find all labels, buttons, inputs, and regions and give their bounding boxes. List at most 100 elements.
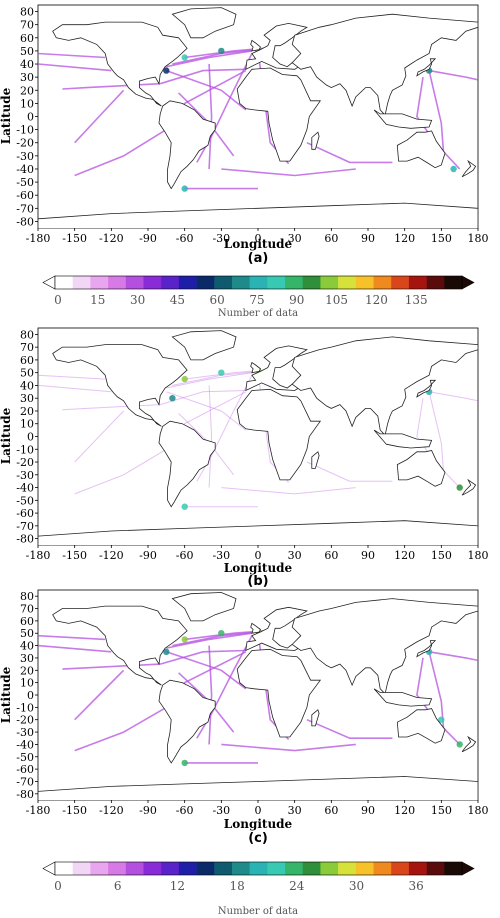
colorbar-tick-label: 0 <box>54 879 62 893</box>
density-point <box>181 759 188 767</box>
y-tick-label: -30 <box>16 469 34 482</box>
colorbar-swatch <box>408 862 427 875</box>
track-line <box>306 141 393 164</box>
coastline-south-america <box>158 100 216 190</box>
coastline-new-zealand <box>461 159 477 178</box>
colorbar-tick-label: 0 <box>54 293 62 307</box>
colorbar-swatch <box>444 276 463 289</box>
coastline-indonesia <box>373 688 433 707</box>
coastline-japan <box>416 640 437 658</box>
panel-b: -180 -150 -120 -90 -60 -30 0 30 60 90 120 150 180 80… <box>0 327 489 589</box>
colorbar-swatch <box>373 276 392 289</box>
y-tick-label: 30 <box>20 71 34 84</box>
x-tick-label: -30 <box>212 232 230 245</box>
y-tick-label: -60 <box>16 189 34 202</box>
track-line <box>416 76 461 170</box>
colorbar-tick-labels: 0 6 12 18 24 30 36 <box>54 879 424 893</box>
colorbar-swatch <box>108 862 127 875</box>
y-tick-label: 80 <box>20 6 34 19</box>
y-tick-label: 30 <box>20 652 34 665</box>
x-tick-label: 30 <box>288 232 302 245</box>
x-tick-label: 60 <box>324 804 338 817</box>
y-tick-label: -30 <box>16 726 34 739</box>
y-tick-label: 10 <box>20 677 34 690</box>
x-tick-label: -180 <box>26 804 51 817</box>
colorbar-swatch <box>426 862 445 875</box>
colorbar-swatch <box>285 862 304 875</box>
x-tick-label: -150 <box>62 549 87 562</box>
density-point <box>181 54 188 61</box>
y-tick-label: 50 <box>20 45 34 58</box>
track-line <box>166 372 252 389</box>
density-point <box>456 484 463 491</box>
colorbar-max-arrow <box>461 861 475 876</box>
coastline-asia <box>291 336 478 437</box>
track-line <box>74 669 125 721</box>
track-line <box>196 374 253 482</box>
colorbar-tick-label: 36 <box>409 879 424 893</box>
colorbar-tick-label: 30 <box>349 879 364 893</box>
track-line <box>38 63 112 72</box>
coastline-antarctica <box>38 520 478 545</box>
coastline-japan <box>416 58 437 77</box>
y-tick-label: -60 <box>16 763 34 776</box>
track-line <box>208 63 213 170</box>
y-tick-label: 20 <box>20 664 34 677</box>
x-tick-labels: -180 -150 -120 -90 -60 -30 0 30 60 90 120 150 180 <box>26 800 489 817</box>
colorbar-swatch <box>302 276 321 289</box>
y-axis-title: Latitude <box>0 666 13 723</box>
coastline-australia <box>396 708 446 744</box>
coastline-greenland <box>171 592 237 622</box>
colorbar-swatch <box>143 276 162 289</box>
y-tick-label: 0 <box>27 431 34 444</box>
x-tick-label: 150 <box>431 232 452 245</box>
x-tick-label: 0 <box>255 232 262 245</box>
colorbar-swatch <box>108 276 127 289</box>
x-tick-label: -30 <box>212 804 230 817</box>
colorbar-swatch <box>125 276 144 289</box>
colorbar-swatch <box>178 276 197 289</box>
y-tick-label: 80 <box>20 328 34 341</box>
density-point <box>181 503 188 510</box>
x-tick-label: 90 <box>361 804 375 817</box>
coastline-layer <box>38 592 478 800</box>
colorbar-swatch <box>426 276 445 289</box>
track-line <box>159 649 246 665</box>
x-tick-label: -120 <box>99 549 124 562</box>
colorbar-swatch <box>338 276 357 289</box>
density-point <box>450 165 457 173</box>
y-tick-label: 50 <box>20 367 34 380</box>
density-point <box>181 375 188 383</box>
y-tick-label: 60 <box>20 32 34 45</box>
colorbar-title: Number of data <box>218 308 298 319</box>
y-tick-label: 60 <box>20 354 34 367</box>
coastline-uk <box>250 39 261 52</box>
coastline-australia <box>396 450 446 487</box>
colorbar-swatch <box>444 862 463 875</box>
track-line <box>159 68 246 85</box>
x-tick-label: 120 <box>394 232 415 245</box>
track-line <box>166 391 247 431</box>
y-tick-label: -50 <box>16 176 34 189</box>
colorbar-frame <box>54 275 463 290</box>
track-line <box>306 461 393 482</box>
y-tick-label: 0 <box>27 111 34 124</box>
track-line <box>38 634 106 641</box>
track-line <box>208 645 213 745</box>
colorbar-swatch <box>90 862 109 875</box>
x-axis-title: Longitude <box>224 817 293 831</box>
colorbar-tick-label: 75 <box>249 293 264 307</box>
colorbar-tick-label: 12 <box>170 879 185 893</box>
y-tick-label: 30 <box>20 392 34 405</box>
track-line <box>166 651 247 690</box>
track-line <box>428 70 445 156</box>
track-line <box>38 644 112 653</box>
coastline-africa <box>236 648 322 738</box>
y-tick-label: -60 <box>16 507 34 520</box>
coastline-australia <box>396 130 446 169</box>
colorbar-tick-label: 24 <box>289 879 305 893</box>
colorbar-swatch <box>373 862 392 875</box>
panel-c: -180 -150 -120 -90 -60 -30 0 30 60 90 120 150 180 80… <box>0 589 489 846</box>
colorbar-tick-label: 105 <box>325 293 348 307</box>
x-tick-label: -60 <box>176 232 194 245</box>
